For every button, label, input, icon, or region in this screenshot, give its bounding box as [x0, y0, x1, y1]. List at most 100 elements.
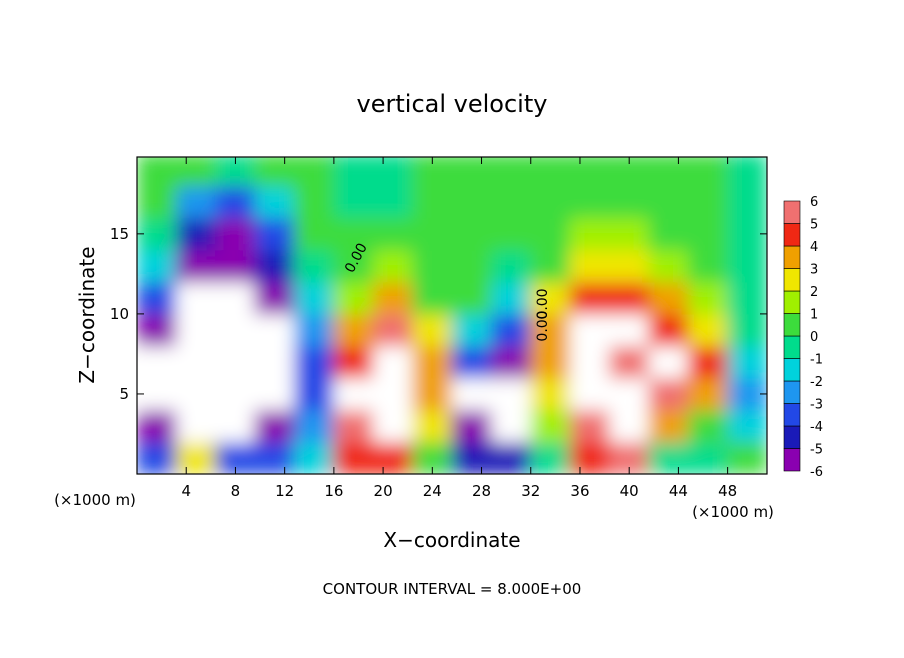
overlay: 4 8 12 16 20 24 28 32 36 40 44 4851015-6-5-4-3-2-10… [110, 156, 823, 500]
colorbar-label: 6 [810, 195, 818, 210]
y-tick-label: 15 [110, 225, 129, 243]
cell [175, 409, 217, 443]
cell [569, 281, 610, 315]
cell [451, 281, 492, 315]
colorbar-label: 3 [810, 263, 818, 278]
cell [175, 377, 217, 411]
cell [175, 345, 217, 379]
cell [175, 441, 217, 474]
colorbar-box [783, 223, 801, 247]
x-tick-label: 28 [472, 482, 491, 500]
cell [490, 377, 532, 411]
cell [215, 345, 256, 379]
colorbar-box [783, 335, 801, 359]
colorbar-box [783, 425, 801, 449]
colorbar-label: 4 [810, 240, 818, 255]
contour-label: 0.00 [535, 310, 551, 341]
cell [687, 249, 729, 283]
colorbar-label: 1 [810, 308, 818, 323]
colorbar-box [783, 403, 801, 427]
y-axis-label: Z−coordinate [75, 246, 99, 383]
cell [727, 313, 767, 347]
cell [254, 345, 295, 379]
cell [609, 249, 650, 283]
x-unit-label: (×1000 m) [692, 503, 774, 521]
cell [530, 313, 571, 347]
cell [648, 157, 689, 187]
colorbar-label: -5 [810, 443, 823, 458]
cell [372, 249, 414, 283]
colorbar-label: 5 [810, 218, 818, 233]
cell [175, 185, 217, 219]
y-tick-label: 10 [110, 305, 129, 323]
cell [648, 409, 689, 443]
cell [648, 249, 689, 283]
cell [294, 313, 335, 347]
cell [451, 185, 492, 219]
cell [333, 377, 374, 411]
cell [175, 217, 217, 251]
colorbar-label: -4 [810, 420, 823, 435]
x-tick-label: 12 [275, 482, 294, 500]
cell [137, 313, 177, 347]
cell [137, 409, 177, 443]
x-tick-label: 44 [669, 482, 688, 500]
cell [137, 345, 177, 379]
cell [412, 281, 453, 315]
cell [569, 377, 610, 411]
cell [294, 345, 335, 379]
cell [333, 157, 374, 187]
cell [372, 441, 414, 474]
cell [648, 217, 689, 251]
cell [215, 249, 256, 283]
cell [727, 281, 767, 315]
cell [609, 409, 650, 443]
cell [451, 249, 492, 283]
cell [333, 441, 374, 474]
colorbar-box [783, 290, 801, 314]
cell [254, 409, 295, 443]
cell [372, 345, 414, 379]
cell [727, 441, 767, 474]
field [137, 157, 767, 474]
cell [490, 281, 532, 315]
cell [175, 313, 217, 347]
cell [412, 409, 453, 443]
cell [254, 281, 295, 315]
chart-title: vertical velocity [357, 90, 548, 118]
cell [294, 157, 335, 187]
cell [215, 217, 256, 251]
cell [294, 217, 335, 251]
cell [254, 249, 295, 283]
x-tick-label: 16 [324, 482, 343, 500]
cell [569, 185, 610, 219]
cell [490, 249, 532, 283]
cell [333, 345, 374, 379]
cell [451, 377, 492, 411]
colorbar-label: -2 [810, 375, 823, 390]
cell [727, 409, 767, 443]
cell [530, 157, 571, 187]
cell [569, 313, 610, 347]
cell [254, 313, 295, 347]
cell [530, 217, 571, 251]
cell [372, 185, 414, 219]
cell [137, 157, 177, 187]
cell [294, 441, 335, 474]
cell [490, 185, 532, 219]
cell [215, 409, 256, 443]
cell [609, 217, 650, 251]
cell [687, 377, 729, 411]
contour-label: 0.00 [535, 288, 551, 319]
colorbar-label: 2 [810, 285, 818, 300]
cell [727, 345, 767, 379]
cell [609, 185, 650, 219]
cell [451, 345, 492, 379]
cell [215, 185, 256, 219]
cell [372, 157, 414, 187]
colorbar-box [783, 313, 801, 337]
cell [451, 441, 492, 474]
cell [215, 281, 256, 315]
cell [648, 313, 689, 347]
